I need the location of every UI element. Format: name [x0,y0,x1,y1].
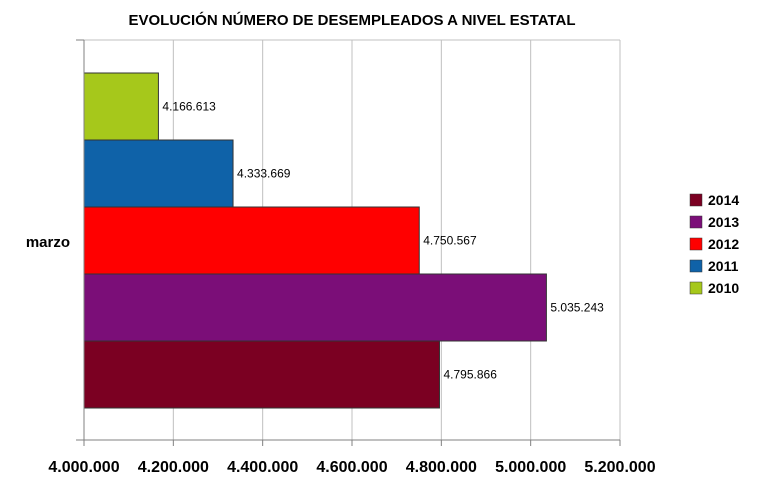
legend-label-2012: 2012 [708,236,739,252]
bar-2012 [83,206,420,275]
category-label: marzo [26,234,70,251]
data-label-2013: 5.035.243 [550,301,604,315]
chart-title: EVOLUCIÓN NÚMERO DE DESEMPLEADOS A NIVEL… [129,11,576,29]
legend-label-2010: 2010 [708,280,739,296]
legend-swatch-2014 [689,193,703,207]
legend-swatch-2013 [689,215,703,229]
data-label-2014: 4.795.866 [443,368,497,382]
data-label-2010: 4.166.613 [162,100,216,114]
axes [76,39,620,441]
x-tick-label: 5.000.000 [495,459,566,476]
x-axis-ticks: 4.000.000 4.200.000 4.400.000 4.600.000 4.80… [48,440,656,476]
x-tick-label: 5.200.000 [584,459,655,476]
bar-2013 [83,273,547,342]
legend: 2014 2013 2012 2011 2010 [689,192,739,296]
x-tick-label: 4.400.000 [227,459,298,476]
x-tick-label: 4.200.000 [138,459,209,476]
x-tick-label: 4.600.000 [316,459,387,476]
legend-swatch-2010 [689,281,703,295]
bar-2014 [83,340,440,409]
data-label-2011: 4.333.669 [237,167,291,181]
legend-label-2013: 2013 [708,214,739,230]
bar-2011 [83,139,234,208]
legend-swatch-2011 [689,259,703,273]
x-tick-label: 4.800.000 [406,459,477,476]
grid-lines [84,39,621,440]
legend-swatch-2012 [689,237,703,251]
x-tick-label: 4.000.000 [48,459,119,476]
legend-label-2011: 2011 [708,258,739,274]
legend-label-2014: 2014 [708,192,739,208]
bar-2010 [83,72,159,141]
bars-group: 4.166.613 4.333.669 4.750.567 5.035.243 4.79… [83,72,604,409]
data-label-2012: 4.750.567 [423,234,477,248]
